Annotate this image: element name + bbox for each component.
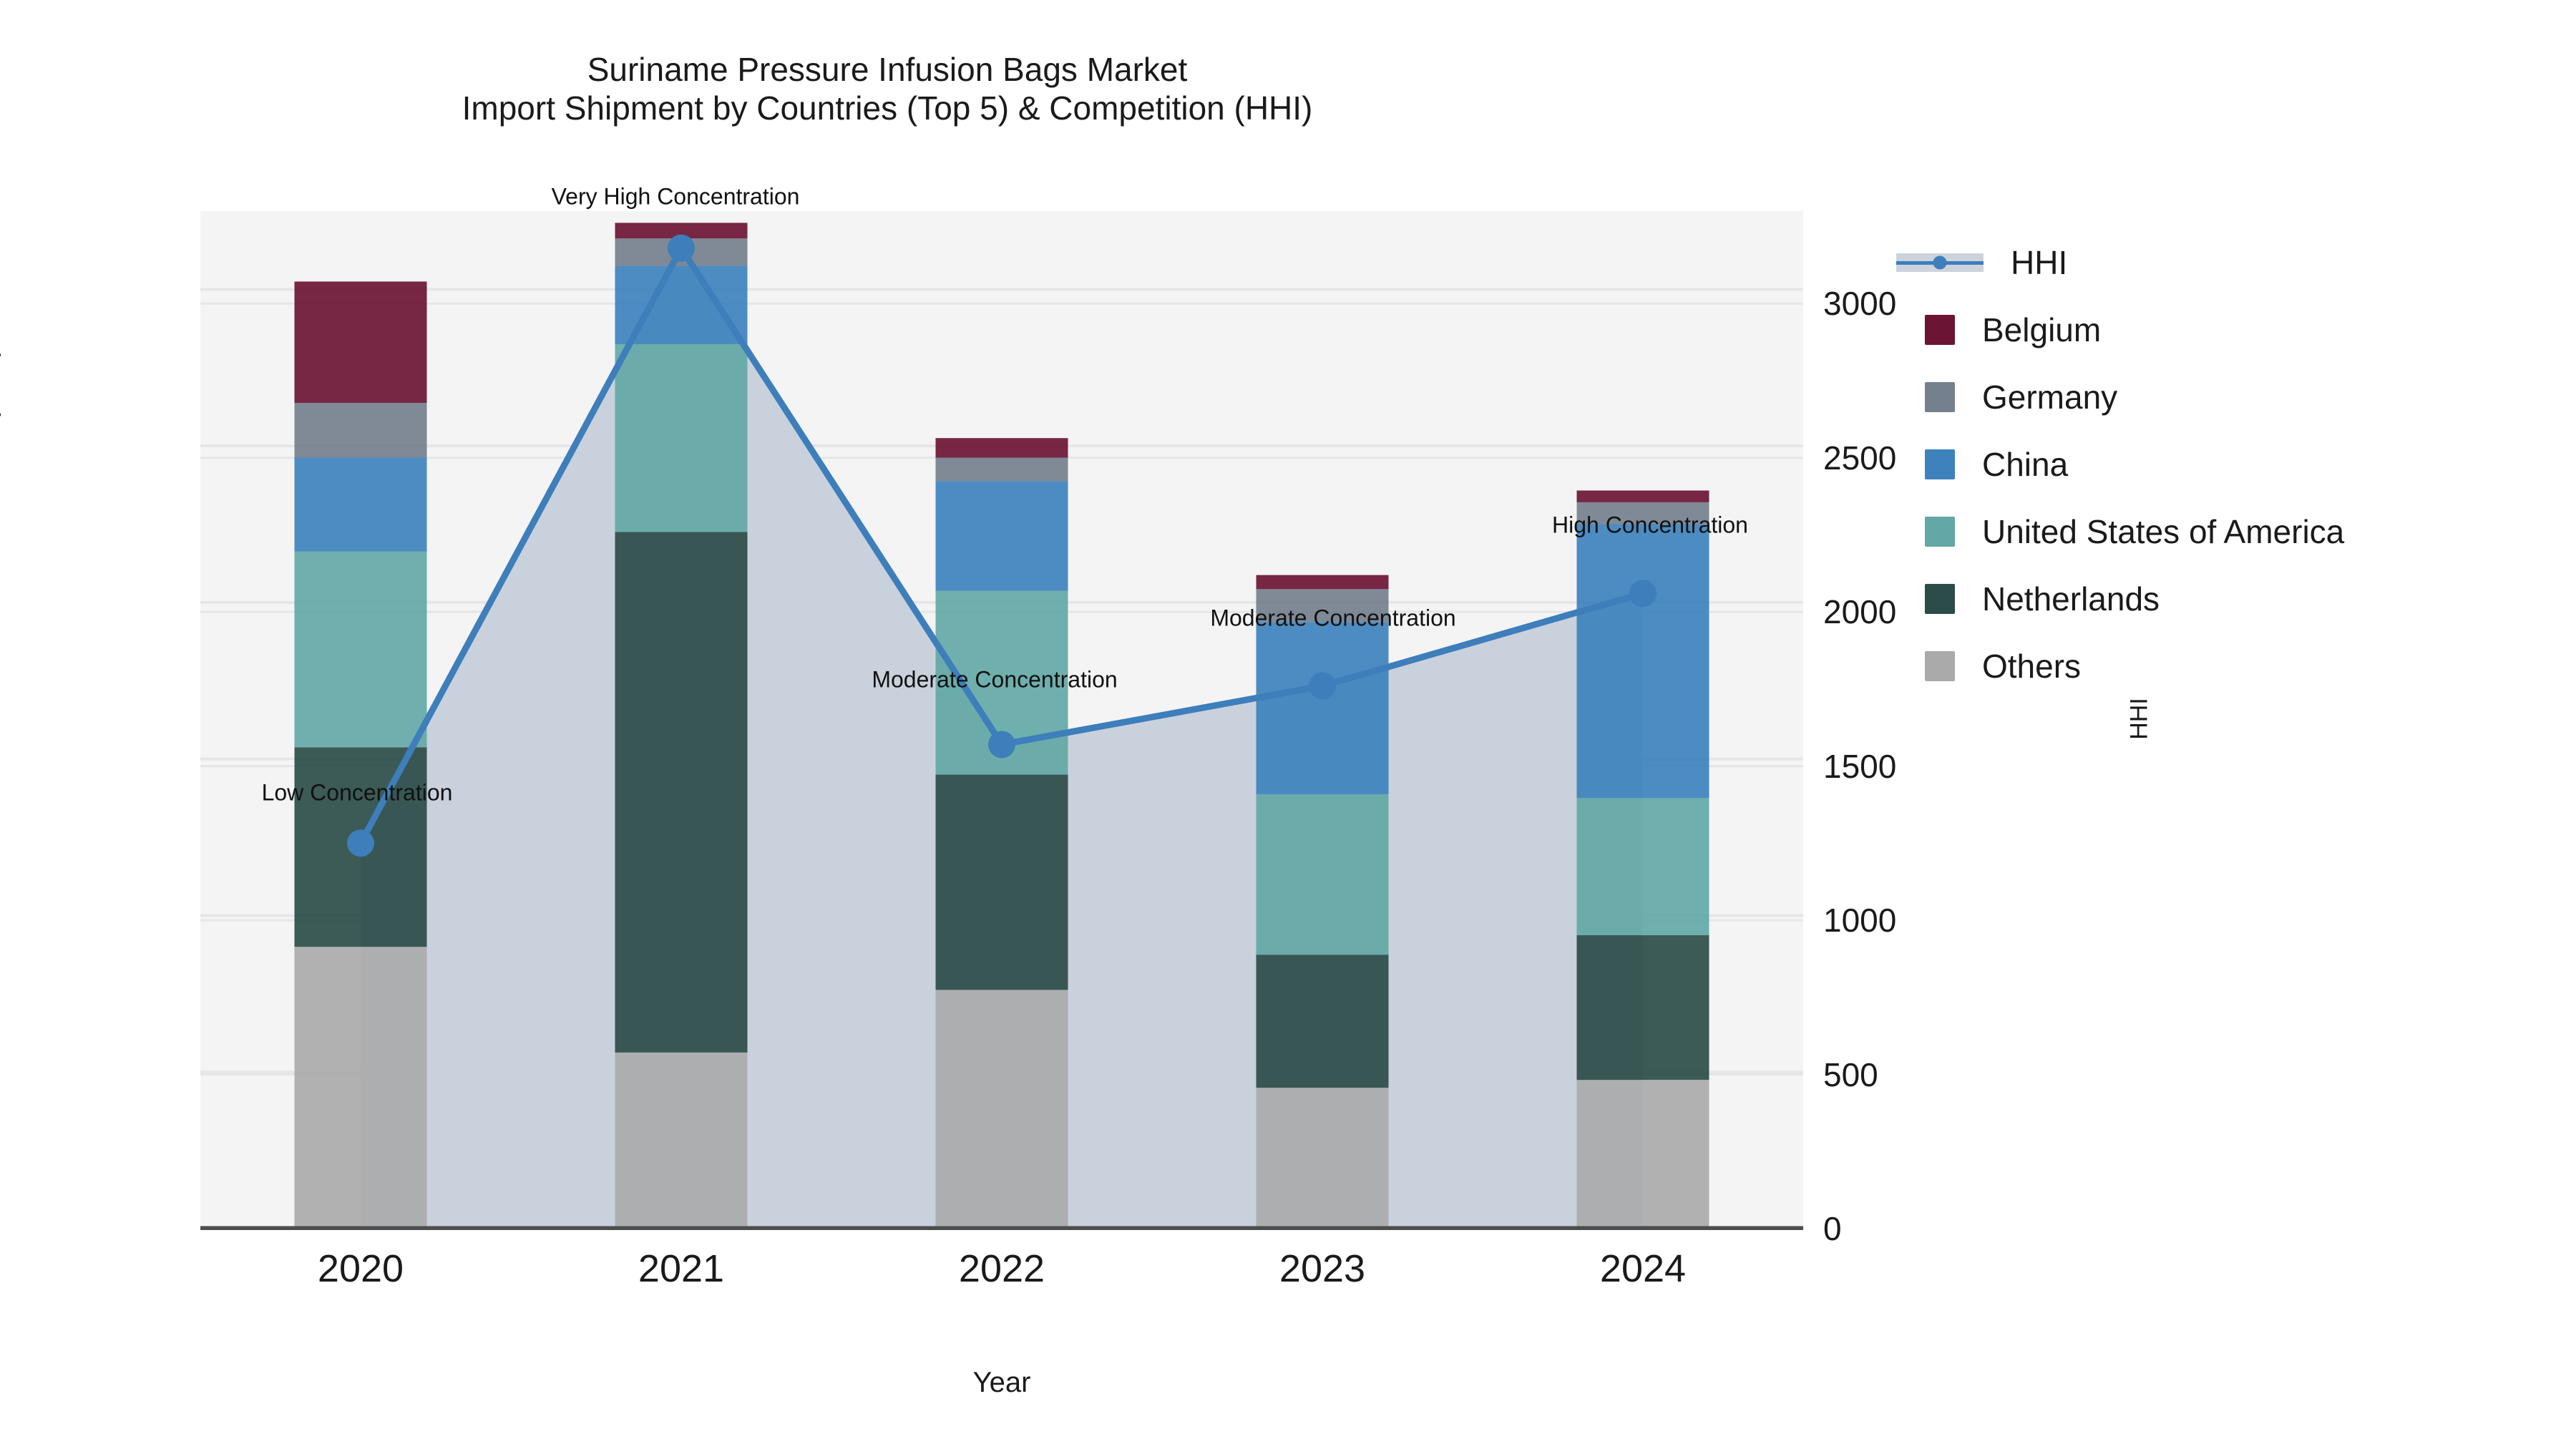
bar-segment-netherlands[interactable] [1576, 935, 1709, 1080]
legend-item-china[interactable]: China [1925, 431, 2555, 498]
chart-legend: HHI Belgium Germany China United States of A… [1896, 229, 2555, 700]
y-axis-right-tick: 0 [1823, 1210, 1842, 1247]
bar-segment-netherlands[interactable] [615, 532, 748, 1053]
chart-title-line-1: Suriname Pressure Infusion Bags Market [587, 51, 1188, 88]
concentration-annotation: High Concentration [1552, 512, 1748, 538]
bar-segment-china[interactable] [1576, 524, 1709, 799]
bar-segment-belgium[interactable] [1576, 490, 1709, 502]
legend-swatch-icon [1925, 651, 1955, 681]
legend-item-netherlands[interactable]: Netherlands [1925, 565, 2555, 633]
legend-item-label: Belgium [1982, 311, 2102, 348]
plot-svg [200, 223, 1803, 1230]
concentration-annotation: Low Concentration [261, 779, 453, 806]
legend-line-marker [1933, 255, 1947, 270]
legend-item-label: HHI [2011, 244, 2068, 281]
bar-segment-belgium[interactable] [615, 223, 748, 239]
bar-stack[interactable] [294, 281, 427, 1229]
bar-segment-others[interactable] [935, 990, 1068, 1229]
concentration-annotation: Moderate Concentration [1210, 605, 1456, 631]
bar-stack[interactable] [1256, 575, 1389, 1229]
legend-item-label: China [1982, 446, 2069, 483]
y-axis-right-tick: 2000 [1823, 593, 1897, 631]
bar-segment-germany[interactable] [935, 457, 1068, 482]
bar-segment-united-states-of-america[interactable] [615, 343, 748, 532]
bar-stack[interactable] [935, 438, 1068, 1229]
hhi-point[interactable] [1629, 580, 1657, 608]
plot-area [200, 211, 1803, 1230]
legend-swatch-icon [1925, 315, 1955, 345]
hhi-point[interactable] [347, 829, 374, 857]
legend-item-belgium[interactable]: Belgium [1925, 296, 2555, 364]
x-axis-tick: 2021 [638, 1247, 725, 1290]
bar-segment-united-states-of-america[interactable] [294, 551, 427, 748]
x-axis-tick: 2023 [1279, 1247, 1366, 1290]
bar-segment-belgium[interactable] [935, 438, 1068, 458]
bar-segment-belgium[interactable] [294, 281, 427, 403]
bar-segment-china[interactable] [294, 457, 427, 552]
bar-segment-china[interactable] [1256, 622, 1389, 794]
bar-stack[interactable] [1576, 490, 1709, 1229]
bar-segment-germany[interactable] [1576, 502, 1709, 525]
concentration-annotation: Very High Concentration [551, 183, 800, 210]
x-axis-tick: 2020 [317, 1247, 404, 1290]
bar-segment-germany[interactable] [1256, 589, 1389, 623]
legend-swatch-icon [1925, 382, 1955, 412]
legend-swatch-icon [1925, 517, 1955, 547]
y-axis-right-tick: 2500 [1823, 439, 1897, 477]
bar-segment-germany[interactable] [294, 402, 427, 458]
legend-line-icon [1896, 248, 1984, 278]
legend-swatch-icon [1925, 584, 1955, 614]
y-axis-right-tick: 500 [1823, 1055, 1878, 1093]
legend-item-label: Others [1982, 648, 2082, 685]
bar-segment-united-states-of-america[interactable] [1256, 794, 1389, 955]
hhi-point[interactable] [988, 731, 1015, 758]
hhi-point[interactable] [1309, 672, 1336, 700]
bar-segment-netherlands[interactable] [935, 774, 1068, 990]
legend-swatch-icon [1925, 449, 1955, 479]
legend-item-united-states-of-america[interactable]: United States of America [1925, 498, 2555, 565]
bar-segment-belgium[interactable] [1256, 575, 1389, 590]
bar-segment-netherlands[interactable] [1256, 955, 1389, 1088]
legend-item-germany[interactable]: Germany [1925, 364, 2555, 431]
legend-item-label: Netherlands [1982, 580, 2160, 618]
y-axis-left-title: TRADE VALUE (US$) [0, 167, 2, 811]
y-axis-right-tick: 3000 [1823, 285, 1897, 323]
y-axis-right-tick: 1000 [1823, 902, 1897, 940]
legend-item-hhi[interactable]: HHI [1896, 229, 2555, 296]
legend-item-others[interactable]: Others [1925, 633, 2555, 700]
legend-item-label: Germany [1982, 379, 2118, 416]
bar-segment-others[interactable] [294, 947, 427, 1229]
bar-segment-others[interactable] [1256, 1088, 1389, 1229]
hhi-point[interactable] [668, 234, 695, 262]
x-axis-title: Year [972, 1367, 1031, 1398]
legend-item-label: United States of America [1982, 513, 2345, 550]
bar-segment-china[interactable] [935, 481, 1068, 591]
y-axis-right-tick: 1500 [1823, 747, 1897, 785]
bar-stack[interactable] [615, 223, 748, 1229]
concentration-annotation: Moderate Concentration [872, 666, 1118, 693]
chart-title: Suriname Pressure Infusion Bags Market I… [0, 50, 1775, 128]
bar-segment-united-states-of-america[interactable] [1576, 798, 1709, 935]
bar-segment-others[interactable] [1576, 1080, 1709, 1229]
chart-title-line-2: Import Shipment by Countries (Top 5) & C… [462, 89, 1313, 127]
x-axis-tick: 2022 [958, 1247, 1045, 1290]
x-axis-tick: 2024 [1599, 1247, 1687, 1290]
bar-segment-others[interactable] [615, 1052, 748, 1229]
